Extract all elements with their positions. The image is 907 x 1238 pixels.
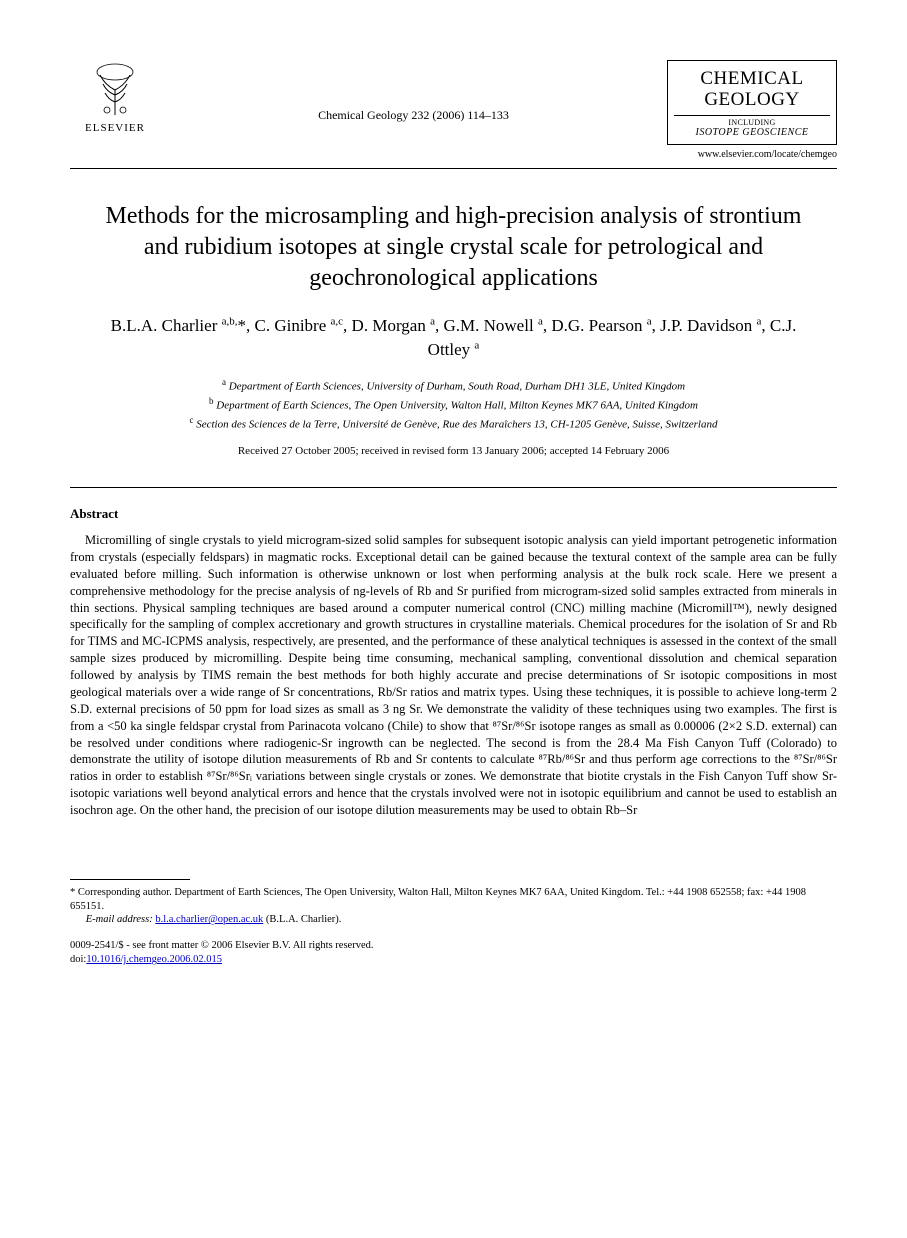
article-dates: Received 27 October 2005; received in re…	[70, 445, 837, 457]
journal-sub-including: INCLUDING	[674, 115, 830, 127]
elsevier-tree-icon	[85, 60, 145, 120]
journal-title-line2: GEOLOGY	[674, 90, 830, 111]
journal-title-box: CHEMICAL GEOLOGY INCLUDING ISOTOPE GEOSC…	[667, 60, 837, 145]
section-rule	[70, 487, 837, 488]
abstract-heading: Abstract	[70, 506, 837, 522]
affiliations-block: a Department of Earth Sciences, Universi…	[70, 376, 837, 433]
doi-link[interactable]: 10.1016/j.chemgeo.2006.02.015	[86, 954, 222, 965]
authors-line: B.L.A. Charlier a,b,*, C. Ginibre a,c, D…	[110, 314, 797, 362]
doi-line: doi:10.1016/j.chemgeo.2006.02.015	[70, 953, 837, 967]
email-line: E-mail address: b.l.a.charlier@open.ac.u…	[70, 914, 837, 925]
journal-header: ELSEVIER Chemical Geology 232 (2006) 114…	[70, 60, 837, 160]
journal-box-wrapper: CHEMICAL GEOLOGY INCLUDING ISOTOPE GEOSC…	[667, 60, 837, 160]
journal-url[interactable]: www.elsevier.com/locate/chemgeo	[667, 149, 837, 160]
author-email-link[interactable]: b.l.a.charlier@open.ac.uk	[155, 914, 263, 925]
issn-line: 0009-2541/$ - see front matter © 2006 El…	[70, 939, 837, 953]
header-rule	[70, 168, 837, 169]
citation-line: Chemical Geology 232 (2006) 114–133	[160, 60, 667, 123]
footer-separator	[70, 879, 190, 880]
corresponding-author: * Corresponding author. Department of Ea…	[70, 886, 837, 914]
journal-sub-isotope: ISOTOPE GEOSCIENCE	[674, 127, 830, 138]
email-label: E-mail address:	[86, 914, 153, 925]
publisher-label: ELSEVIER	[85, 122, 145, 134]
copyright-block: 0009-2541/$ - see front matter © 2006 El…	[70, 939, 837, 967]
article-title: Methods for the microsampling and high-p…	[90, 201, 817, 295]
journal-title-line1: CHEMICAL	[674, 69, 830, 90]
doi-label: doi:	[70, 954, 86, 965]
publisher-logo-block: ELSEVIER	[70, 60, 160, 134]
abstract-body: Micromilling of single crystals to yield…	[70, 532, 837, 819]
email-attrib: (B.L.A. Charlier).	[266, 914, 342, 925]
